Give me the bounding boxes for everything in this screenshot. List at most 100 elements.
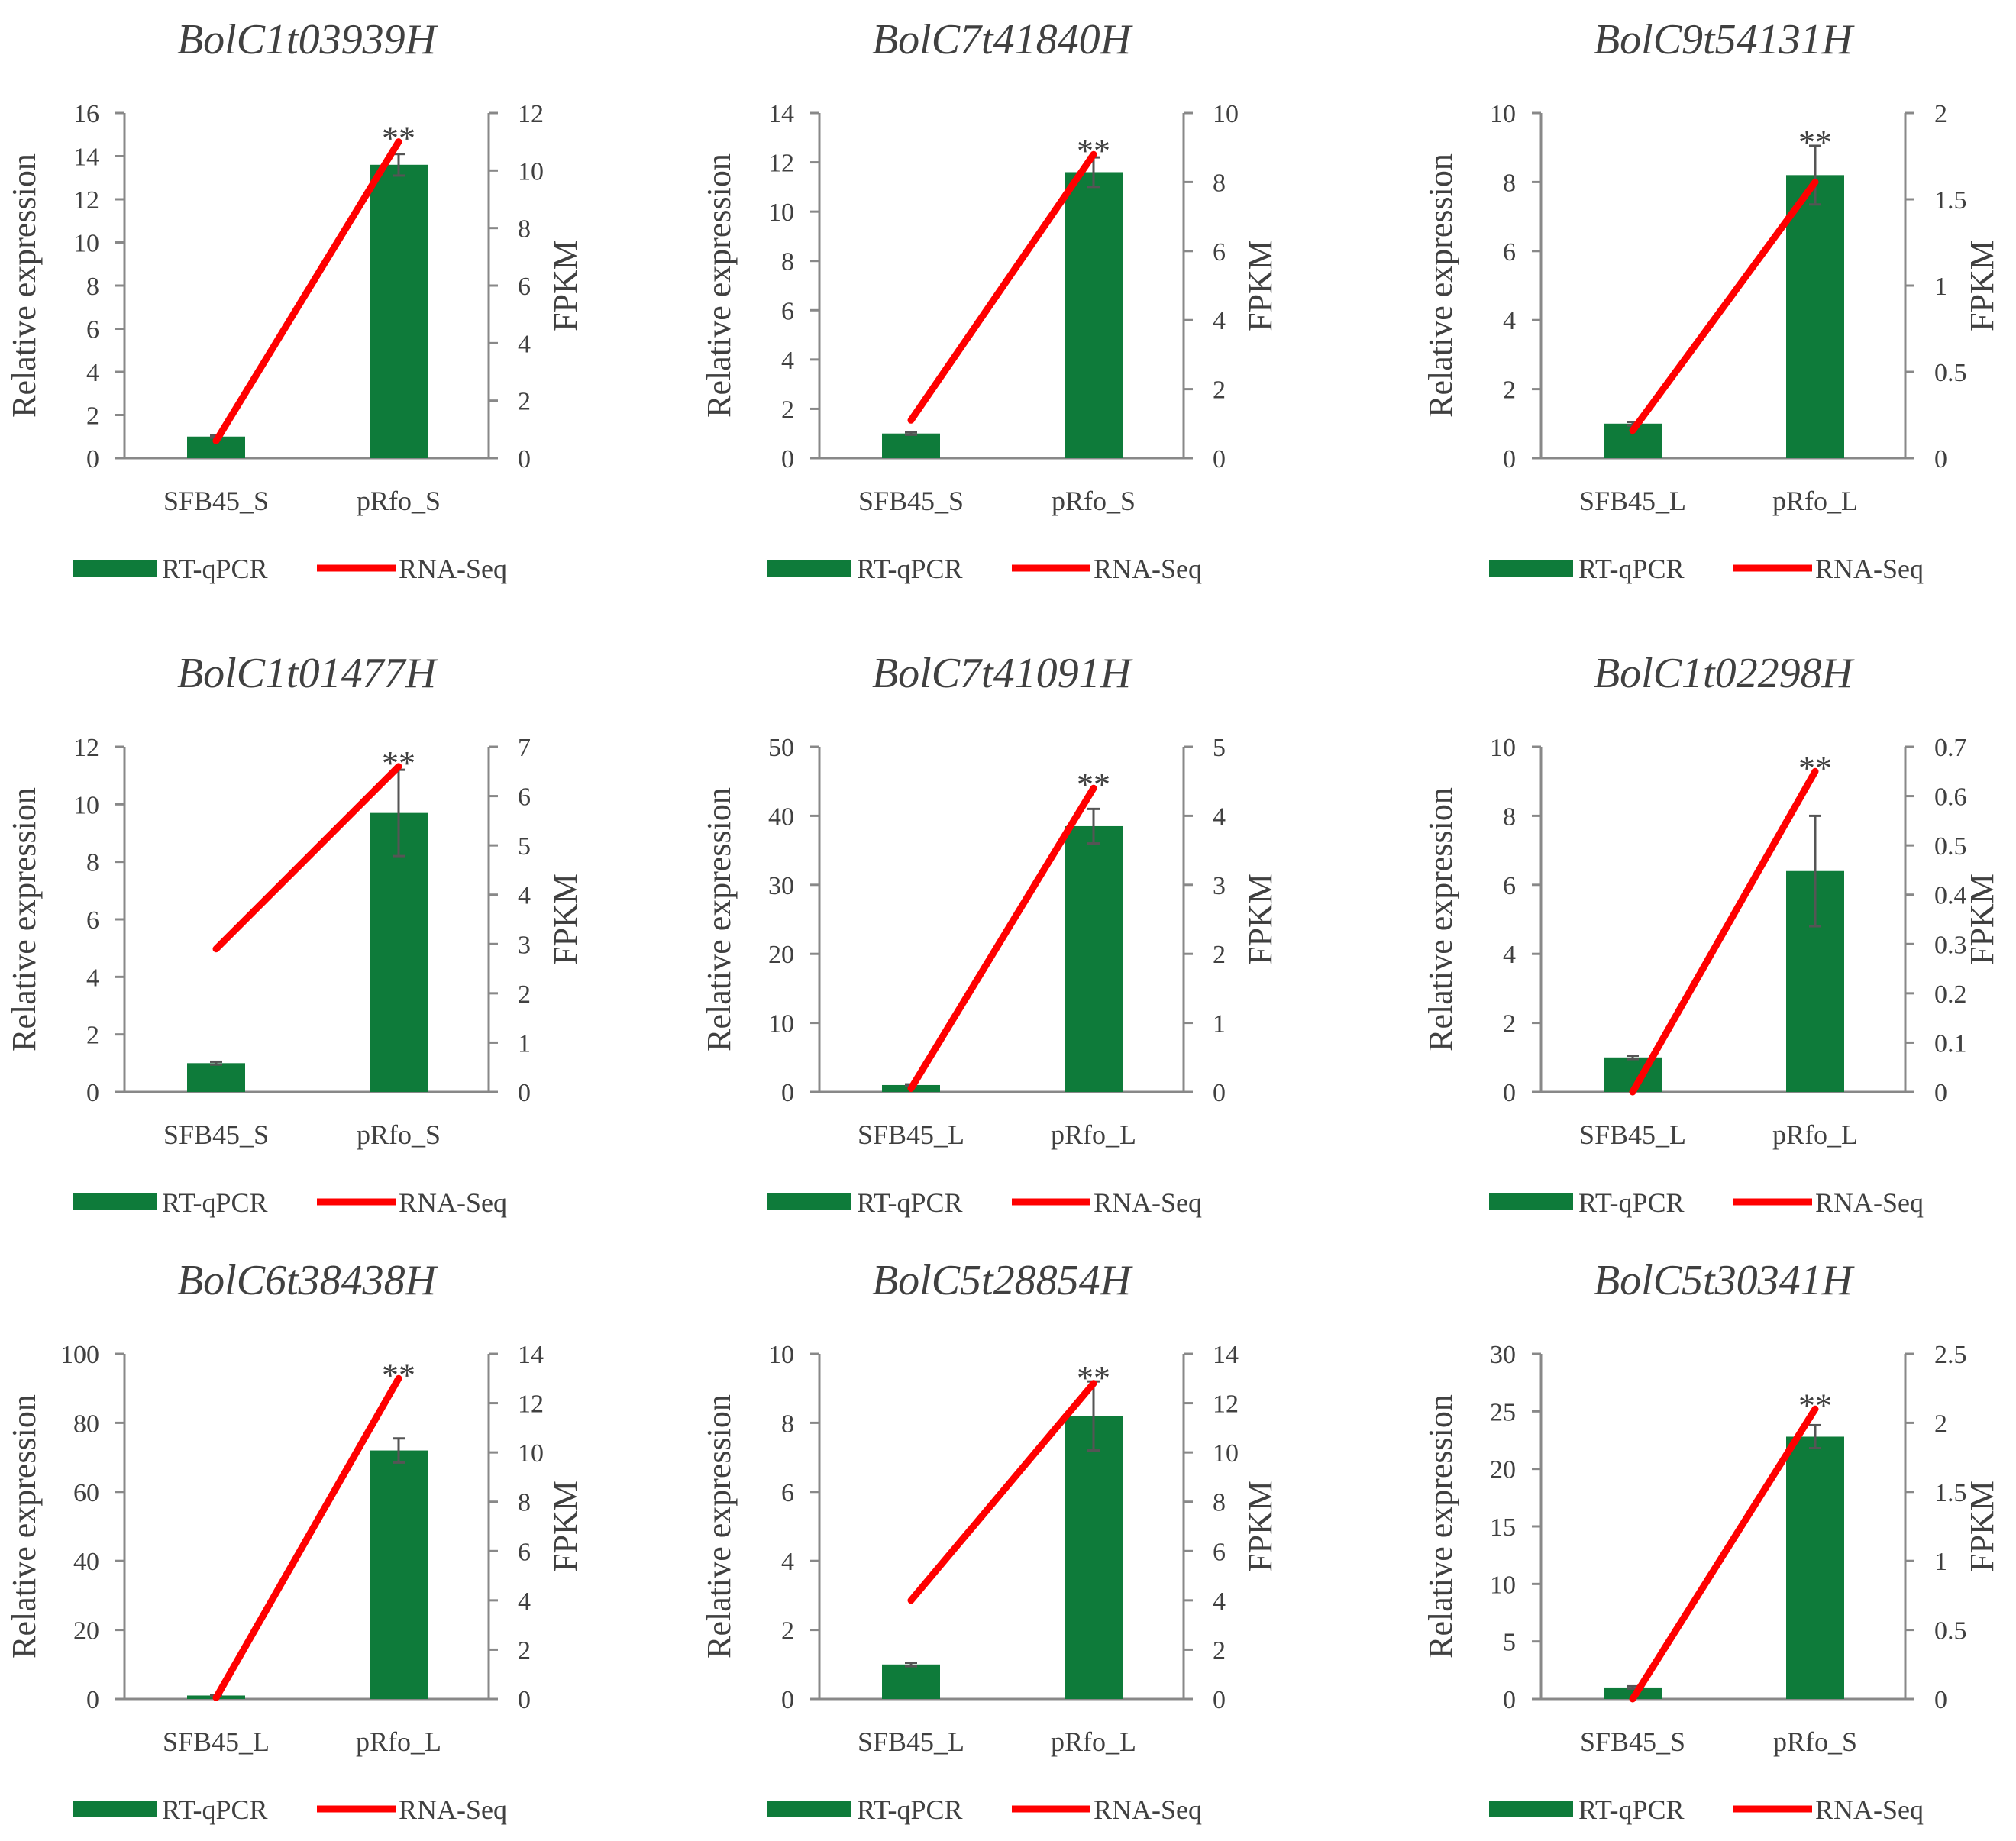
category-label: pRfo_L bbox=[1772, 486, 1858, 516]
left-tick-label: 0 bbox=[86, 1686, 99, 1714]
significance-marker: ** bbox=[1798, 749, 1832, 786]
chart-panel: BolC1t02298H 0 2 4 6 8 10 0 0.1 0.2 0.3 0.4 0.5 0.6 0.… bbox=[1422, 650, 2001, 1218]
left-tick-label: 0 bbox=[781, 445, 794, 473]
category-label: pRfo_S bbox=[1773, 1726, 1857, 1757]
rna-seq-line bbox=[907, 784, 1097, 1092]
left-tick-label: 30 bbox=[1490, 1341, 1516, 1369]
rna-seq-line bbox=[1629, 1405, 1819, 1703]
left-tick-label: 4 bbox=[1503, 941, 1516, 969]
right-tick-label: 2 bbox=[1213, 1636, 1226, 1665]
y2-axis-label: FPKM bbox=[1242, 240, 1279, 331]
right-tick-label: 0 bbox=[1934, 445, 1947, 473]
left-tick-label: 14 bbox=[768, 100, 794, 128]
right-tick-label: 6 bbox=[518, 1538, 531, 1566]
left-tick-label: 0 bbox=[781, 1686, 794, 1714]
category-label: SFB45_L bbox=[858, 1119, 964, 1150]
legend-bar-swatch bbox=[767, 560, 851, 577]
legend-line-label: RNA-Seq bbox=[1094, 554, 1202, 584]
right-tick-label: 2 bbox=[1934, 100, 1947, 128]
y-axis-label: Relative expression bbox=[1422, 153, 1459, 418]
right-tick-label: 0.7 bbox=[1934, 734, 1967, 762]
right-tick-label: 4 bbox=[518, 882, 531, 910]
right-tick-label: 8 bbox=[1213, 1489, 1226, 1517]
right-tick-label: 6 bbox=[1213, 1538, 1226, 1566]
category-label: SFB45_S bbox=[163, 1119, 269, 1150]
legend-bar-swatch bbox=[73, 560, 157, 577]
y-axis-label: Relative expression bbox=[1422, 787, 1459, 1051]
left-tick-label: 100 bbox=[60, 1341, 99, 1369]
legend-bar-label: RT-qPCR bbox=[857, 554, 963, 584]
significance-marker: ** bbox=[382, 744, 415, 782]
y-axis-label: Relative expression bbox=[700, 787, 738, 1051]
left-tick-label: 8 bbox=[781, 1410, 794, 1438]
left-tick-label: 6 bbox=[781, 1479, 794, 1507]
bar bbox=[1065, 1416, 1123, 1699]
left-tick-label: 2 bbox=[86, 1022, 99, 1050]
right-tick-label: 0 bbox=[518, 1686, 531, 1714]
left-tick-label: 0 bbox=[1503, 1686, 1516, 1714]
right-tick-label: 10 bbox=[1213, 100, 1239, 128]
right-tick-label: 0 bbox=[1934, 1079, 1947, 1107]
right-tick-label: 4 bbox=[1213, 803, 1226, 831]
legend-line-label: RNA-Seq bbox=[1094, 1187, 1202, 1218]
right-tick-label: 2 bbox=[1213, 941, 1226, 969]
left-tick-label: 8 bbox=[1503, 803, 1516, 831]
y-axis-label: Relative expression bbox=[700, 153, 738, 418]
right-tick-label: 0 bbox=[1213, 445, 1226, 473]
legend-bar-swatch bbox=[1489, 560, 1573, 577]
left-tick-label: 20 bbox=[73, 1617, 99, 1646]
left-tick-label: 16 bbox=[73, 100, 99, 128]
left-tick-label: 50 bbox=[768, 734, 794, 762]
right-tick-label: 1 bbox=[1934, 1548, 1947, 1576]
legend-bar-label: RT-qPCR bbox=[857, 1794, 963, 1825]
y2-axis-label: FPKM bbox=[1242, 874, 1279, 965]
left-tick-label: 25 bbox=[1490, 1398, 1516, 1426]
right-tick-label: 1.5 bbox=[1934, 186, 1967, 215]
left-tick-label: 2 bbox=[1503, 1010, 1516, 1038]
significance-marker: ** bbox=[1077, 132, 1110, 170]
right-tick-label: 8 bbox=[1213, 169, 1226, 197]
category-label: SFB45_S bbox=[1580, 1726, 1685, 1757]
left-tick-label: 5 bbox=[1503, 1629, 1516, 1657]
category-label: SFB45_S bbox=[163, 486, 269, 516]
y2-axis-label: FPKM bbox=[1242, 1481, 1279, 1572]
category-label: pRfo_L bbox=[1051, 1119, 1136, 1150]
right-tick-label: 12 bbox=[518, 1390, 544, 1419]
left-tick-label: 8 bbox=[86, 849, 99, 877]
bar bbox=[187, 1063, 245, 1092]
legend-line-label: RNA-Seq bbox=[399, 1794, 507, 1825]
left-tick-label: 0 bbox=[1503, 445, 1516, 473]
y-axis-label: Relative expression bbox=[1422, 1394, 1459, 1659]
rna-seq-line bbox=[212, 138, 402, 444]
left-tick-label: 0 bbox=[86, 1079, 99, 1107]
bar bbox=[1786, 1436, 1844, 1699]
right-tick-label: 10 bbox=[1213, 1439, 1239, 1468]
chart-panel: BolC7t41840H 0 2 4 6 8 10 12 14 0 2 4 6 8 10 Relative e… bbox=[700, 16, 1279, 584]
bar bbox=[370, 812, 428, 1092]
right-tick-label: 1 bbox=[1934, 273, 1947, 301]
legend-bar-label: RT-qPCR bbox=[162, 1187, 268, 1218]
left-tick-label: 6 bbox=[1503, 238, 1516, 266]
left-tick-label: 10 bbox=[73, 791, 99, 819]
legend-bar-label: RT-qPCR bbox=[1578, 1187, 1685, 1218]
legend-bar-swatch bbox=[73, 1193, 157, 1210]
chart-panel: BolC9t54131H 0 2 4 6 8 10 0 0.5 1 1.5 2 Relative exp… bbox=[1422, 16, 2001, 584]
right-tick-label: 4 bbox=[518, 1587, 531, 1616]
legend-bar-swatch bbox=[1489, 1801, 1573, 1817]
bar bbox=[1065, 172, 1123, 458]
right-tick-label: 0 bbox=[518, 445, 531, 473]
legend-bar-label: RT-qPCR bbox=[162, 1794, 268, 1825]
left-tick-label: 12 bbox=[768, 150, 794, 178]
left-tick-label: 0 bbox=[781, 1079, 794, 1107]
chart-title: BolC1t01477H bbox=[177, 650, 438, 697]
category-label: SFB45_L bbox=[163, 1726, 270, 1757]
left-tick-label: 20 bbox=[1490, 1456, 1516, 1484]
right-tick-label: 3 bbox=[1213, 872, 1226, 900]
left-tick-label: 0 bbox=[86, 445, 99, 473]
right-tick-label: 0 bbox=[518, 1079, 531, 1107]
right-tick-label: 6 bbox=[518, 273, 531, 301]
legend-bar-swatch bbox=[767, 1801, 851, 1817]
left-tick-label: 10 bbox=[1490, 734, 1516, 762]
category-label: pRfo_L bbox=[1051, 1726, 1136, 1757]
